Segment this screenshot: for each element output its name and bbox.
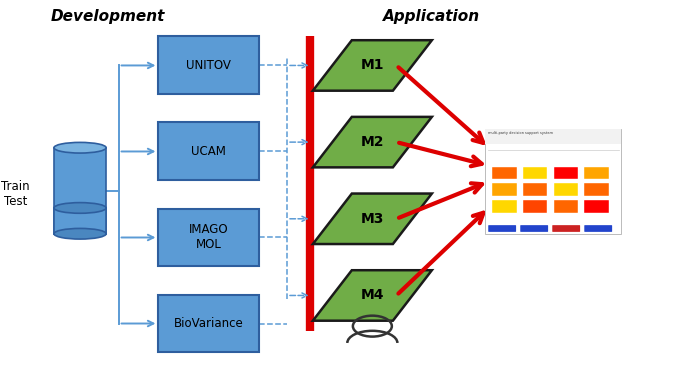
Bar (54, 208, 106, 234)
Polygon shape (313, 117, 432, 168)
FancyBboxPatch shape (523, 167, 548, 179)
FancyBboxPatch shape (486, 129, 622, 234)
Text: M2: M2 (361, 135, 384, 149)
Text: Application: Application (383, 9, 480, 24)
Text: Train
Test: Train Test (1, 181, 30, 208)
Text: multi-party decision support system: multi-party decision support system (489, 131, 553, 135)
Ellipse shape (54, 203, 106, 213)
Ellipse shape (54, 142, 106, 153)
Text: BioVariance: BioVariance (174, 317, 244, 330)
FancyBboxPatch shape (554, 200, 578, 213)
FancyBboxPatch shape (493, 200, 517, 213)
FancyBboxPatch shape (520, 225, 548, 232)
Text: M4: M4 (361, 288, 384, 303)
FancyBboxPatch shape (523, 200, 548, 213)
Polygon shape (313, 40, 432, 91)
Text: UNITOV: UNITOV (187, 59, 231, 72)
FancyBboxPatch shape (158, 123, 259, 181)
Bar (54, 148, 106, 234)
FancyBboxPatch shape (486, 129, 622, 144)
Text: M1: M1 (361, 58, 384, 73)
Polygon shape (313, 194, 432, 244)
Text: M3: M3 (361, 212, 384, 226)
FancyBboxPatch shape (585, 200, 608, 213)
FancyBboxPatch shape (489, 225, 516, 232)
FancyBboxPatch shape (523, 184, 548, 196)
Polygon shape (313, 270, 432, 321)
FancyBboxPatch shape (554, 184, 578, 196)
Text: UCAM: UCAM (191, 145, 226, 158)
Ellipse shape (54, 229, 106, 239)
FancyBboxPatch shape (585, 225, 612, 232)
FancyBboxPatch shape (552, 225, 580, 232)
FancyBboxPatch shape (554, 167, 578, 179)
FancyBboxPatch shape (585, 184, 608, 196)
Text: IMAGO
MOL: IMAGO MOL (189, 224, 228, 251)
FancyBboxPatch shape (158, 209, 259, 266)
FancyBboxPatch shape (158, 37, 259, 95)
FancyBboxPatch shape (493, 184, 517, 196)
Text: Development: Development (51, 9, 165, 24)
FancyBboxPatch shape (585, 167, 608, 179)
FancyBboxPatch shape (158, 295, 259, 352)
FancyBboxPatch shape (493, 167, 517, 179)
